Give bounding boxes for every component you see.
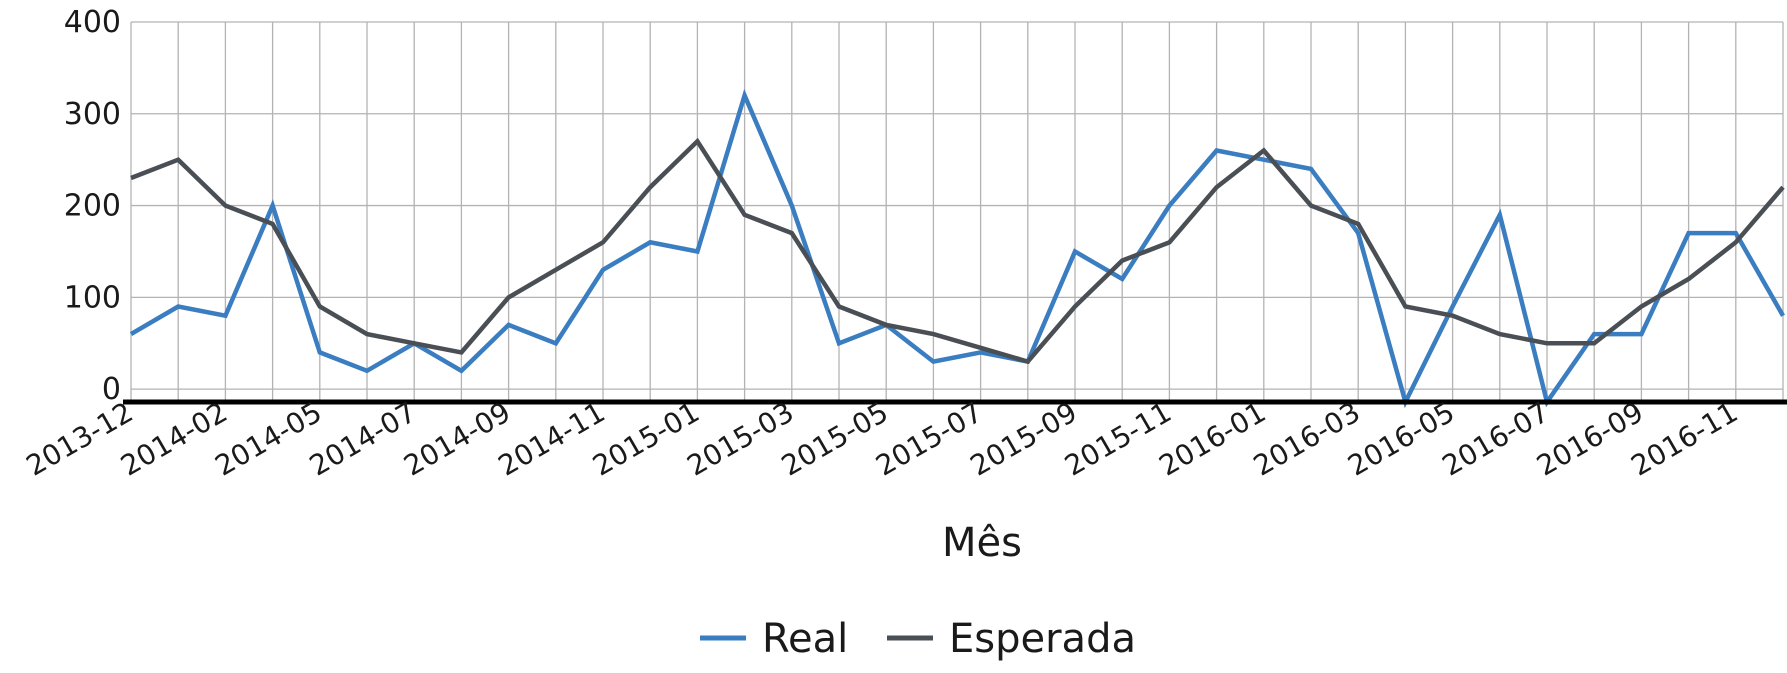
x-tick-label: 2016-09 bbox=[1531, 395, 1649, 482]
x-tick-label: 2014-11 bbox=[493, 395, 611, 482]
x-tick-label: 2016-05 bbox=[1342, 395, 1460, 482]
y-tick-label: 300 bbox=[64, 97, 121, 132]
y-tick-label: 100 bbox=[64, 280, 121, 315]
grid-lines bbox=[130, 21, 1784, 402]
x-tick-label: 2016-03 bbox=[1248, 395, 1366, 482]
x-tick-label: 2013-12 bbox=[21, 395, 139, 482]
x-tick-label: 2015-03 bbox=[681, 395, 799, 482]
legend-label-real: Real bbox=[762, 616, 848, 662]
x-tick-label: 2015-05 bbox=[776, 395, 894, 482]
x-tick-label: 2014-07 bbox=[304, 395, 422, 482]
series-line-esperada bbox=[130, 137, 1785, 365]
x-tick-label: 2014-02 bbox=[115, 395, 233, 482]
x-tick-label: 2015-07 bbox=[870, 395, 988, 482]
x-axis-ticks: 2013-122014-022014-052014-072014-092014-… bbox=[21, 395, 1744, 482]
series-lines bbox=[129, 88, 1785, 409]
y-axis-ticks: 0 100 200 300 400 bbox=[64, 5, 121, 407]
x-tick-label: 2016-07 bbox=[1437, 395, 1555, 482]
x-tick-label: 2015-11 bbox=[1059, 395, 1177, 482]
series-line-real bbox=[129, 88, 1785, 409]
x-tick-label: 2015-09 bbox=[965, 395, 1083, 482]
legend-label-esperada: Esperada bbox=[949, 616, 1136, 662]
y-tick-label: 400 bbox=[64, 5, 121, 40]
x-tick-label: 2014-09 bbox=[398, 395, 516, 482]
x-tick-label: 2014-05 bbox=[209, 395, 327, 482]
x-tick-label: 2016-01 bbox=[1153, 395, 1271, 482]
y-tick-label: 0 bbox=[102, 372, 121, 407]
legend: Real Esperada bbox=[700, 616, 1136, 662]
x-tick-label: 2015-01 bbox=[587, 395, 705, 482]
x-axis-label: Mês bbox=[942, 520, 1022, 566]
y-tick-label: 200 bbox=[64, 189, 121, 224]
x-tick-label: 2016-11 bbox=[1625, 395, 1743, 482]
